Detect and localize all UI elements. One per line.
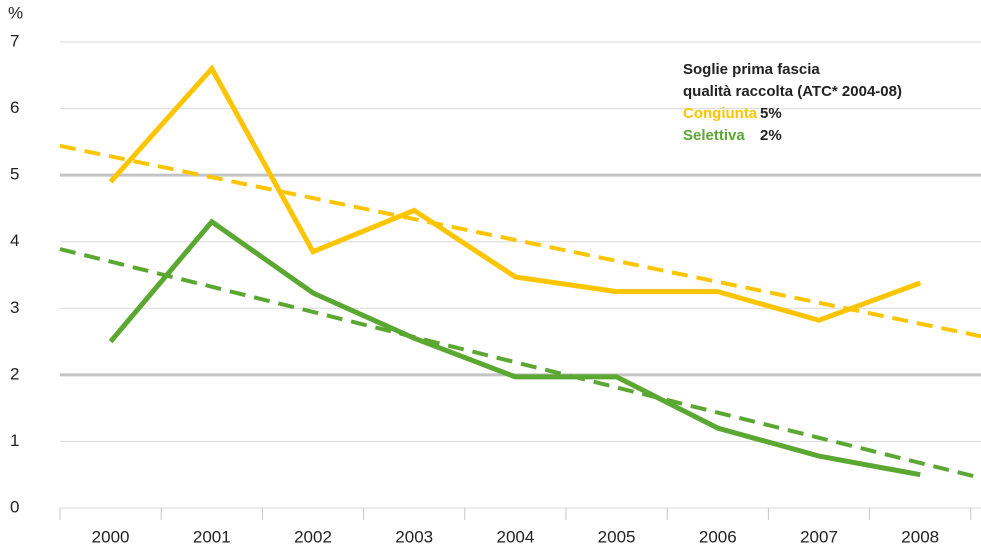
series-line	[108, 64, 922, 323]
y-axis-label: %	[8, 3, 23, 22]
x-tick-label: 2000	[92, 527, 130, 546]
y-tick-label: 2	[10, 364, 19, 383]
trend-line	[59, 247, 981, 480]
y-tick-label: 7	[10, 31, 19, 50]
legend-title: Soglie prima fascia	[683, 61, 820, 78]
y-tick-label: 6	[10, 98, 19, 117]
legend-entry: Congiunta	[683, 105, 758, 122]
x-tick-label: 2001	[193, 527, 231, 546]
y-tick-label: 5	[10, 165, 19, 184]
x-tick-label: 2004	[496, 527, 534, 546]
y-tick-label: 4	[10, 231, 19, 250]
y-tick-label: 3	[10, 298, 19, 317]
x-tick-label: 2008	[901, 527, 939, 546]
x-tick-label: 2005	[598, 527, 636, 546]
x-tick-label: 2006	[699, 527, 737, 546]
x-tick-label: 2003	[395, 527, 433, 546]
legend-threshold: 2%	[760, 127, 782, 144]
series-line	[108, 218, 921, 478]
x-tick-label: 2007	[800, 527, 838, 546]
legend-threshold: 5%	[760, 105, 782, 122]
y-tick-label: 0	[10, 497, 19, 516]
trend-line	[59, 143, 981, 339]
y-tick-label: 1	[10, 431, 19, 450]
legend-entry: Selettiva	[683, 127, 745, 144]
legend-title: qualità raccolta (ATC* 2004-08)	[683, 83, 902, 100]
x-tick-label: 2002	[294, 527, 332, 546]
